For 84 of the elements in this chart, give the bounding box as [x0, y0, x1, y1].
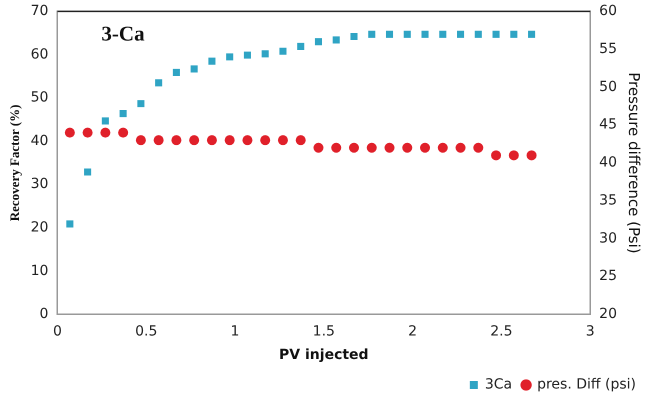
point: [350, 32, 358, 40]
point: [386, 30, 394, 38]
y-tick-label: 40: [30, 132, 48, 149]
point: [189, 135, 200, 146]
y-tick-label: 20: [30, 219, 48, 236]
point: [84, 168, 92, 176]
x-tick-label: 2.5: [490, 323, 513, 340]
y-tick-label: 30: [30, 176, 48, 192]
point: [154, 135, 164, 146]
x-tick-label: 2: [408, 323, 418, 340]
point: [120, 110, 127, 118]
point: [402, 142, 412, 153]
y-tick-label: 70: [30, 3, 48, 20]
y-tick-label: 10: [30, 262, 48, 279]
point: [366, 142, 377, 153]
point: [224, 135, 235, 146]
y-tick-label: 0: [39, 306, 48, 322]
point: [510, 30, 518, 38]
point: [474, 30, 482, 38]
point: [421, 30, 429, 38]
point: [206, 135, 217, 146]
point: [278, 135, 288, 146]
point: [226, 53, 234, 60]
y-tick-label: 50: [30, 90, 48, 106]
point: [102, 117, 109, 124]
y2-tick-label: 25: [599, 268, 618, 284]
point: [439, 30, 446, 38]
point: [190, 65, 198, 73]
point: [242, 135, 252, 146]
point: [404, 30, 411, 38]
y-axis-title: Recovery Factor (%): [7, 104, 22, 222]
x-tick-label: 3: [586, 323, 595, 340]
point: [526, 150, 537, 160]
point: [332, 36, 340, 44]
point: [260, 135, 270, 146]
point: [492, 30, 500, 38]
point: [420, 142, 430, 153]
point: [155, 79, 162, 86]
point: [244, 52, 251, 59]
point: [297, 42, 304, 50]
point: [491, 150, 502, 160]
point: [171, 135, 182, 146]
point: [508, 150, 519, 160]
y2-tick-label: 35: [599, 192, 618, 208]
legend-label: 3Ca: [484, 376, 512, 393]
y2-tick-label: 50: [599, 78, 618, 95]
point: [82, 128, 93, 138]
point: [118, 128, 128, 138]
point: [313, 142, 324, 153]
x-tick-label: 0.5: [135, 323, 158, 340]
text: 3-Ca: [101, 21, 146, 46]
point: [64, 128, 75, 138]
point: [473, 142, 484, 153]
point: [457, 30, 464, 38]
point: [438, 142, 448, 153]
point: [528, 30, 536, 38]
x-tick-label: 0: [52, 323, 62, 340]
point: [208, 58, 216, 65]
point: [368, 30, 376, 38]
point: [279, 48, 286, 55]
point: [172, 68, 180, 76]
y2-tick-label: 55: [599, 40, 618, 57]
legend-label: pres. Diff (psi): [537, 376, 636, 393]
point: [348, 142, 359, 153]
point: [136, 135, 146, 146]
y2-tick-label: 60: [599, 3, 618, 20]
y2-axis-title: Pressure difference (Psi): [625, 72, 644, 254]
x-tick-label: 1: [230, 323, 240, 340]
point: [262, 50, 269, 58]
y2-tick-label: 30: [599, 230, 618, 246]
point: [314, 38, 322, 46]
point: [331, 142, 342, 153]
y-tick-label: 60: [30, 46, 48, 62]
point: [384, 142, 395, 153]
x-tick-label: 1.5: [312, 323, 335, 340]
point: [137, 100, 144, 108]
x-axis-title: PV injected: [279, 347, 369, 364]
y2-tick-label: 40: [599, 154, 618, 171]
point: [66, 220, 74, 228]
point: [456, 142, 466, 153]
point: [296, 135, 306, 146]
point: [100, 128, 110, 138]
y2-tick-label: 45: [599, 116, 618, 133]
y2-tick-label: 20: [599, 306, 618, 322]
